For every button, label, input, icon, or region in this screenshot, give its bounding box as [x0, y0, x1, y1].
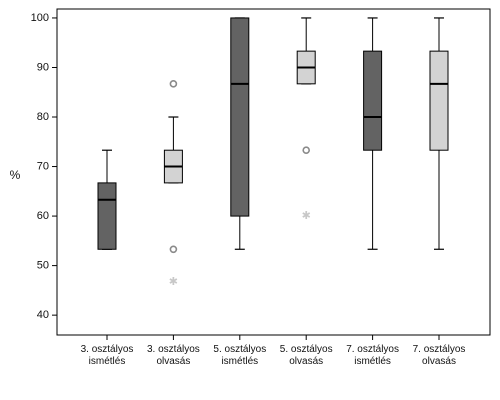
x-tick-label-line1: 7. osztályos — [346, 344, 399, 355]
x-tick-label-line2: olvasás — [422, 356, 456, 367]
outlier-point — [169, 245, 178, 254]
box-group — [230, 17, 250, 250]
x-tick-label-line1: 5. osztályos — [280, 344, 333, 355]
y-tick-label: 50 — [37, 260, 49, 272]
x-tick-label-line2: ismétlés — [89, 356, 126, 367]
x-tick-label-line2: ismétlés — [354, 356, 391, 367]
box-group — [97, 149, 117, 250]
x-tick-label-line2: olvasás — [156, 356, 190, 367]
box-group — [363, 17, 383, 250]
iqr-box — [429, 50, 449, 151]
extreme-point: ✱ — [302, 209, 311, 222]
x-tick-label-line2: olvasás — [289, 356, 323, 367]
iqr-box — [230, 17, 250, 217]
y-tick-label: 100 — [31, 12, 49, 24]
outlier-point — [302, 146, 311, 155]
y-axis-label: % — [10, 168, 21, 182]
x-tick-label-line1: 3. osztályos — [147, 344, 200, 355]
x-tick-label-line1: 7. osztályos — [413, 344, 466, 355]
extreme-point: ✱ — [169, 275, 178, 288]
y-tick-label: 70 — [37, 160, 49, 172]
outlier-point — [169, 80, 178, 88]
x-tick-label-line2: ismétlés — [221, 356, 258, 367]
box-group: ✱ — [296, 17, 316, 222]
x-tick-label-line1: 3. osztályos — [81, 344, 134, 355]
iqr-box — [97, 182, 117, 250]
y-axis: 40 50 60 70 80 90 100 — [31, 12, 57, 321]
boxes-layer: ✱✱ — [97, 17, 449, 288]
y-tick-label: 90 — [37, 61, 49, 73]
y-tick-label: 40 — [37, 309, 49, 321]
box-group: ✱ — [163, 80, 183, 288]
box-group — [429, 17, 449, 250]
x-tick-label-line1: 5. osztályos — [213, 344, 266, 355]
plot-frame — [56, 8, 491, 336]
y-tick-label: 80 — [37, 111, 49, 123]
y-tick-label: 60 — [37, 210, 49, 222]
iqr-box — [363, 50, 383, 151]
